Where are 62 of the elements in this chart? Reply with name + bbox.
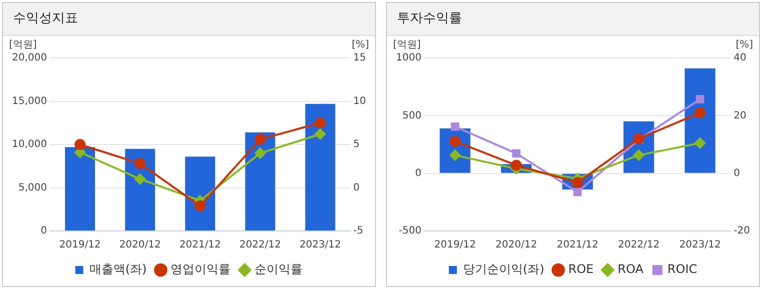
point [134,158,146,170]
y2-tick-label: 0 [734,168,740,179]
point [694,138,706,149]
x-tick-label: 2020/12 [496,240,538,251]
point [573,188,582,196]
legend-label: ROE [568,262,594,276]
x-tick-label: 2023/12 [679,240,721,251]
x-tick-label: 2020/12 [119,240,161,251]
point [696,95,704,104]
bar [65,147,96,230]
y2-tick-label: 15 [353,52,366,64]
y-tick-label: 1000 [396,52,422,64]
point [134,174,146,185]
y2-tick-label: 20 [734,110,746,122]
legend-label: 순이익률 [254,262,303,276]
y-axis-title: [억원] [9,40,37,51]
point [254,148,266,159]
point [74,139,86,150]
x-tick-label: 2019/12 [434,240,476,251]
legend-label: ROA [618,262,644,276]
y-tick-label: 0 [415,168,422,179]
point [254,134,266,145]
y-tick-label: 5,000 [18,182,47,194]
y-tick-label: 15,000 [12,96,47,107]
x-tick-label: 2021/12 [556,240,598,251]
legend-label: ROIC [667,262,698,276]
y-tick-label: 500 [402,110,422,122]
legend-label: 영업이익률 [170,262,231,276]
point [194,200,206,212]
x-tick-label: 2019/12 [59,240,101,251]
y2-tick-label: 10 [353,96,366,107]
point [510,160,522,171]
point [314,117,326,128]
y2-tick-label: 0 [353,182,360,194]
bar [305,104,336,230]
y2-axis-title: [%] [736,40,754,51]
y2-tick-label: -20 [734,226,750,237]
legend-label: 매출액(좌) [89,262,147,276]
x-tick-label: 2022/12 [618,240,660,251]
legend-label: 당기순이익(좌) [462,262,544,276]
y2-tick-label: -5 [353,226,364,237]
bar [684,68,716,173]
bar [245,132,276,230]
x-tick-label: 2023/12 [299,240,342,251]
y2-tick-label: 5 [353,139,360,150]
y-tick-label: 10,000 [12,139,47,150]
x-tick-label: 2022/12 [239,240,281,251]
y2-axis-title: [%] [352,40,370,51]
x-tick-label: 2021/12 [179,240,221,251]
point [450,136,461,147]
y-tick-label: 20,000 [12,52,47,64]
point [450,122,460,131]
point [314,128,326,140]
point [633,150,644,161]
y2-tick-label: 40 [734,52,746,64]
y-tick-label: 0 [40,226,47,237]
y-tick-label: -500 [398,226,422,237]
point [694,107,706,118]
chart-title: 투자수익률 [387,3,759,36]
chart-title: 수익성지표 [3,3,375,36]
point [512,149,520,158]
y-axis-title: [억원] [393,40,421,51]
